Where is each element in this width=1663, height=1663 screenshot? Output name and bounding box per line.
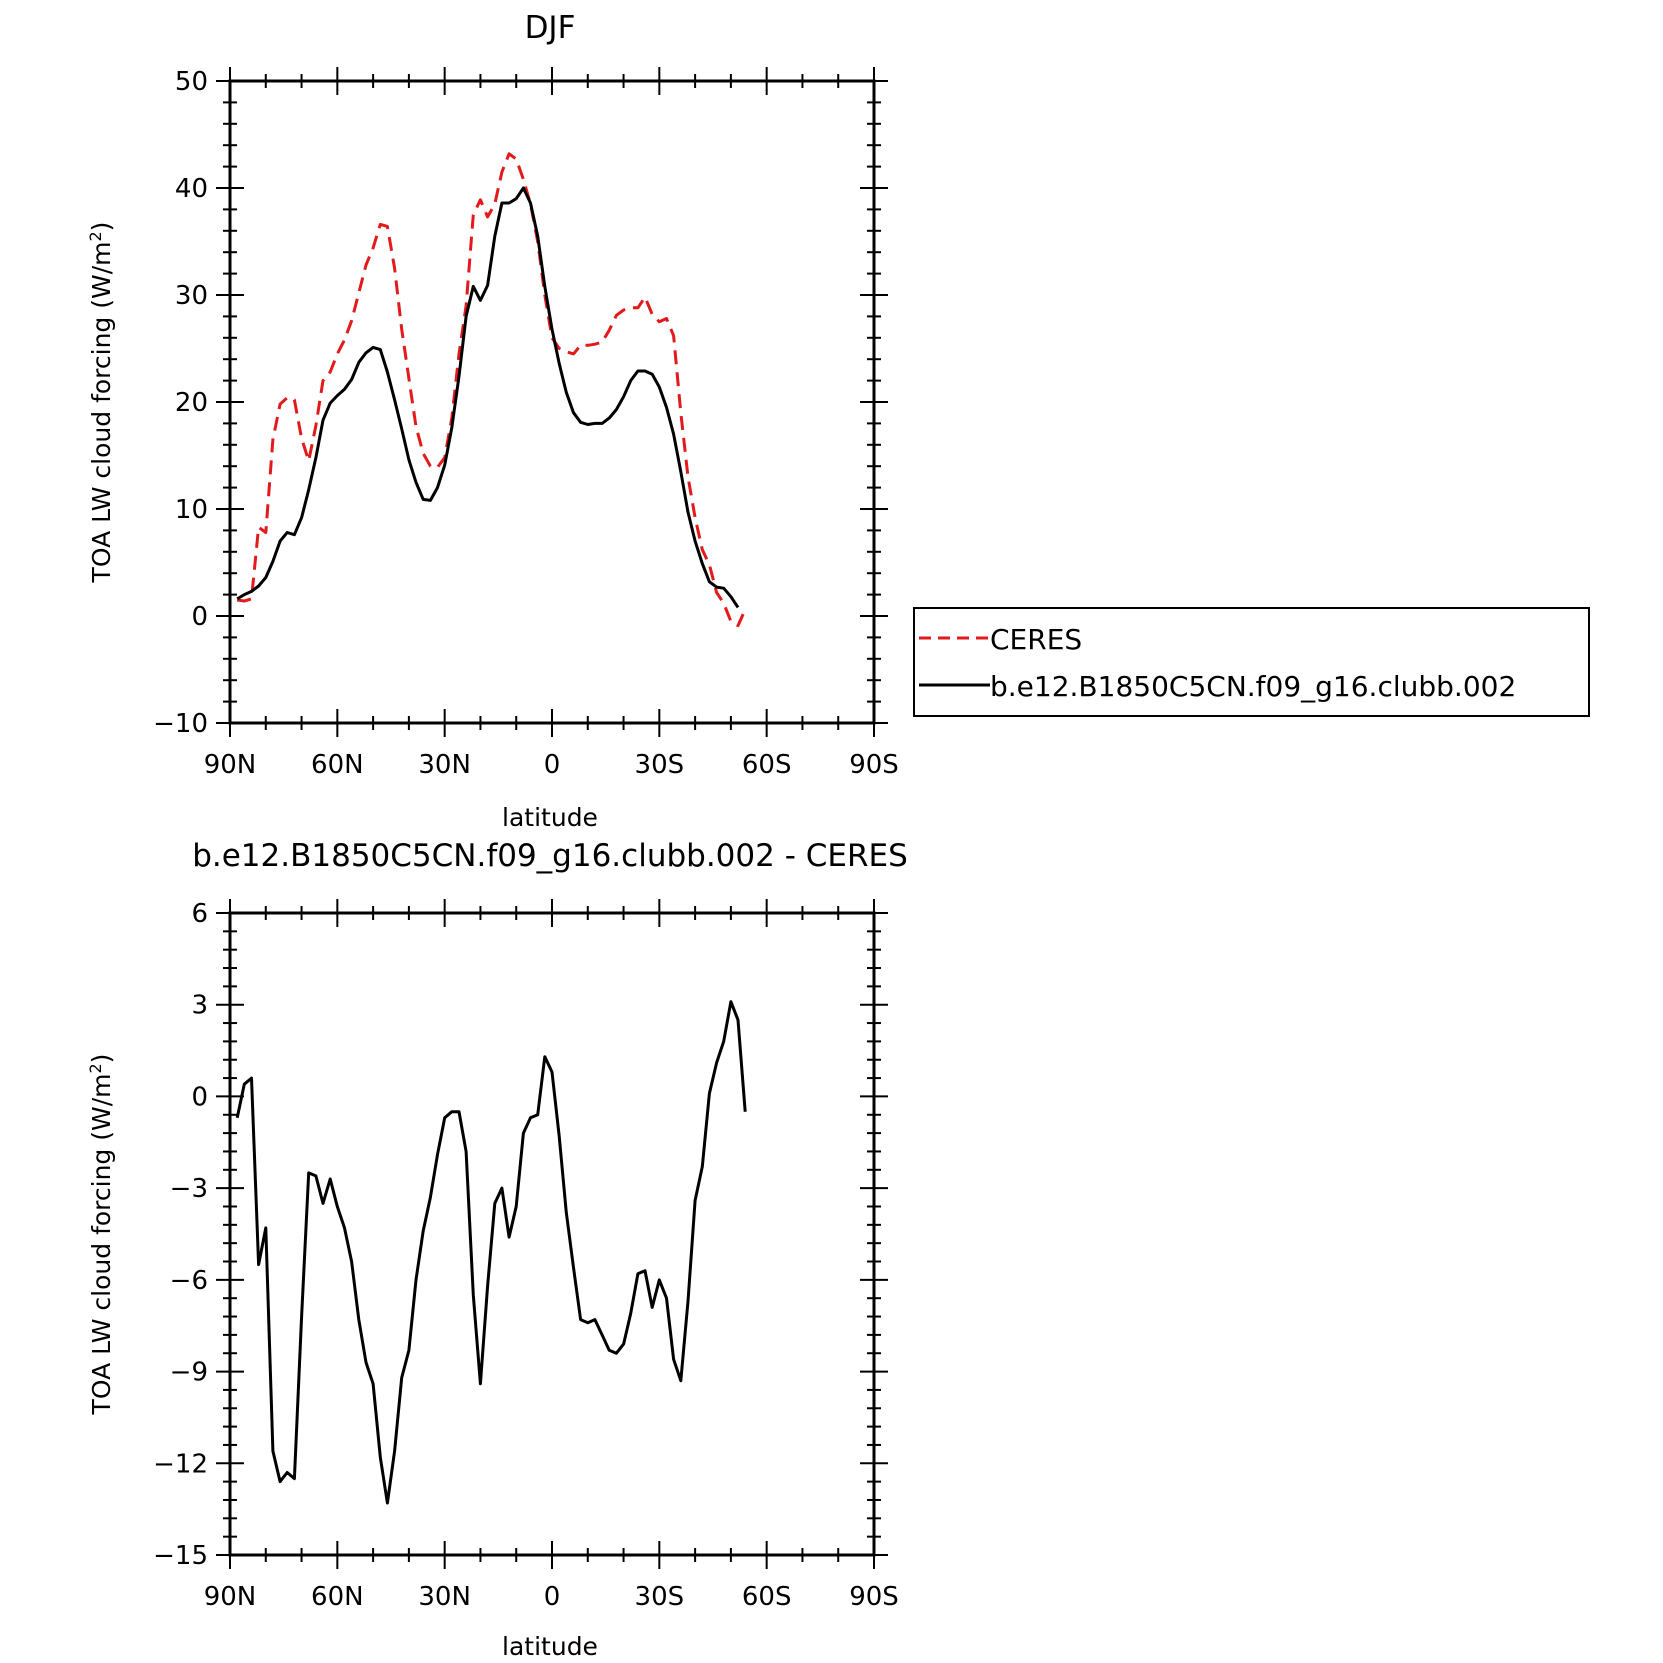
legend-label-ceres: CERES	[990, 623, 1082, 656]
y-tick-label: 50	[175, 67, 208, 97]
legend-box	[913, 607, 1590, 717]
top-chart-panel: DJF −10 0 10 20 30 40 50 90N 60N 30N 0 30S 60S 90S la…	[86, 10, 899, 832]
x-tick-label: 60S	[742, 1582, 792, 1612]
x-tick-label: 30N	[418, 1582, 471, 1612]
bottom-chart-series	[235, 1000, 747, 1505]
bottom-chart-ylabel: TOA LW cloud forcing (W/m2)	[86, 1054, 116, 1416]
legend-label-model: b.e12.B1850C5CN.f09_g16.clubb.002	[990, 670, 1516, 703]
y-tick-label: −15	[153, 1541, 208, 1571]
legend: CERES b.e12.B1850C5CN.f09_g16.clubb.002	[913, 607, 1590, 717]
x-tick-label: 30S	[635, 750, 685, 780]
y-tick-label: −12	[153, 1449, 208, 1479]
y-tick-label: −9	[170, 1358, 208, 1388]
top-chart-ticks: −10 0 10 20 30 40 50 90N 60N 30N 0 30S 60S 90S	[153, 67, 899, 780]
x-tick-label: 30S	[635, 1582, 685, 1612]
y-tick-label: 20	[175, 388, 208, 418]
bottom-chart-ticks: −15 −12 −9 −6 −3 0 3 6 90N 60N 30N 0 30S 60S 90S	[153, 899, 899, 1612]
y-tick-label: −6	[170, 1266, 208, 1296]
top-chart-series	[236, 152, 747, 628]
y-tick-label: 3	[191, 991, 208, 1021]
y-tick-label: 6	[191, 899, 208, 929]
top-chart-frame	[228, 79, 876, 725]
x-tick-label: 60S	[742, 750, 792, 780]
bottom-chart-panel: b.e12.B1850C5CN.f09_g16.clubb.002 - CERE…	[86, 838, 908, 1661]
x-tick-label: 0	[544, 1582, 561, 1612]
bottom-chart-title: b.e12.B1850C5CN.f09_g16.clubb.002 - CERE…	[192, 838, 908, 874]
y-tick-label: 0	[191, 1082, 208, 1112]
top-chart-xlabel: latitude	[502, 803, 598, 832]
x-tick-label: 0	[544, 750, 561, 780]
top-chart-title: DJF	[525, 10, 576, 46]
series-line-b-e12-b1850c5cn-f09-g16-clubb-002	[236, 186, 740, 609]
top-chart-ylabel: TOA LW cloud forcing (W/m2)	[86, 222, 116, 584]
x-tick-label: 60N	[311, 750, 364, 780]
y-tick-label: 40	[175, 174, 208, 204]
bottom-chart-xlabel: latitude	[502, 1632, 598, 1661]
x-tick-label: 30N	[418, 750, 471, 780]
x-tick-label: 90N	[204, 1582, 257, 1612]
y-tick-label: 0	[191, 602, 208, 632]
y-tick-label: −3	[170, 1174, 208, 1204]
y-tick-label: −10	[153, 709, 208, 739]
x-tick-label: 60N	[311, 1582, 364, 1612]
y-tick-label: 30	[175, 281, 208, 311]
y-tick-label: 10	[175, 495, 208, 525]
x-tick-label: 90S	[849, 750, 899, 780]
bottom-chart-frame	[228, 911, 876, 1557]
x-tick-label: 90N	[204, 750, 257, 780]
series-line-ceres	[236, 152, 747, 628]
x-tick-label: 90S	[849, 1582, 899, 1612]
series-line-difference	[235, 1000, 747, 1505]
